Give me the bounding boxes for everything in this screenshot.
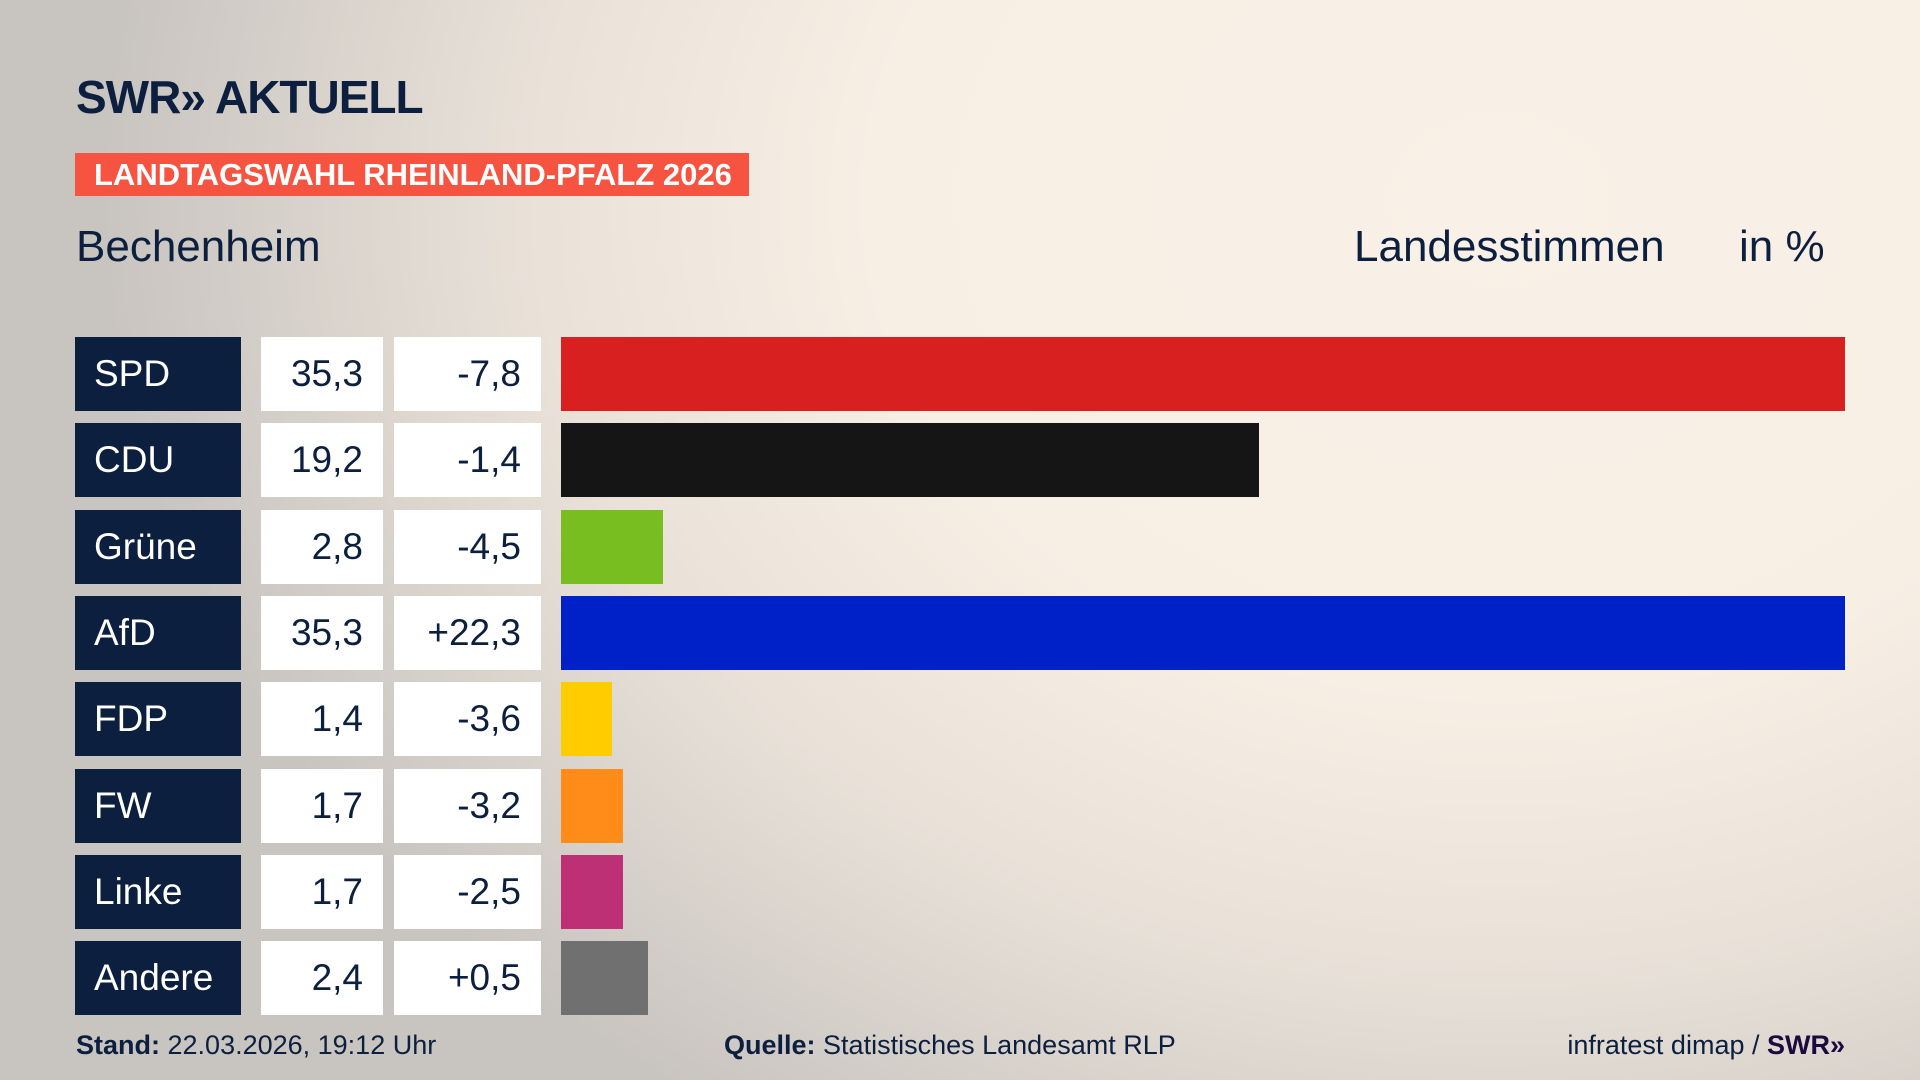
value-label: 1,4 (261, 682, 383, 757)
party-label: SPD (75, 337, 241, 411)
change-label: +0,5 (394, 941, 541, 1016)
bar-andere (561, 941, 649, 1016)
change-label: -7,8 (394, 337, 541, 411)
value-label: 19,2 (261, 423, 383, 498)
bar-cdu (561, 423, 1260, 498)
bar-spd (561, 337, 1845, 411)
party-label: FW (75, 768, 241, 843)
swr-aktuell-logo: SWR» AKTUELL (76, 71, 424, 123)
source-value: Statistisches Landesamt RLP (823, 1030, 1176, 1060)
party-label: Linke (75, 854, 241, 929)
bar-grüne (561, 509, 663, 584)
bar-fdp (561, 682, 612, 757)
party-label: CDU (75, 423, 241, 498)
change-label: -2,5 (394, 854, 541, 929)
unit-label: in % (1739, 222, 1825, 271)
party-label: FDP (75, 682, 241, 757)
change-label: -1,4 (394, 423, 541, 498)
bar-fw (561, 768, 623, 843)
party-label: Grüne (75, 509, 241, 584)
swr-logo-small: SWR» (1766, 1030, 1845, 1060)
value-label: 1,7 (261, 854, 383, 929)
change-label: -3,2 (394, 768, 541, 843)
timestamp: Stand: 22.03.2026, 19:12 Uhr (76, 1030, 436, 1061)
value-label: 35,3 (261, 595, 383, 670)
value-label: 1,7 (261, 768, 383, 843)
bar-afd (561, 595, 1845, 670)
value-label: 35,3 (261, 337, 383, 411)
source: Quelle: Statistisches Landesamt RLP (724, 1030, 1176, 1061)
election-banner: LANDTAGSWAHL RHEINLAND-PFALZ 2026 (75, 153, 749, 196)
vote-type-label: Landesstimmen (1354, 222, 1665, 271)
bar-linke (561, 854, 623, 929)
party-label: AfD (75, 595, 241, 670)
credit-text: infratest dimap / (1567, 1030, 1767, 1060)
region-title: Bechenheim (76, 222, 321, 271)
source-label: Quelle: (724, 1030, 816, 1060)
change-label: -4,5 (394, 509, 541, 584)
party-label: Andere (75, 941, 241, 1016)
stand-label: Stand: (76, 1030, 160, 1060)
stand-value: 22.03.2026, 19:12 Uhr (167, 1030, 437, 1060)
change-label: +22,3 (394, 595, 541, 670)
change-label: -3,6 (394, 682, 541, 757)
credit: infratest dimap / SWR» (1567, 1030, 1845, 1061)
value-label: 2,4 (261, 941, 383, 1016)
value-label: 2,8 (261, 509, 383, 584)
